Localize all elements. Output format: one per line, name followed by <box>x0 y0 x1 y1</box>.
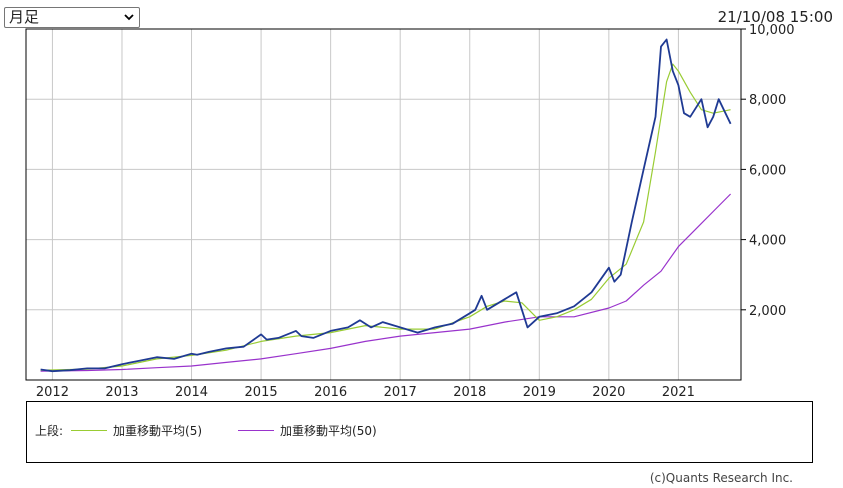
plot-frame <box>25 28 742 381</box>
x-tick-label: 2012 <box>36 385 69 400</box>
timestamp: 21/10/08 15:00 <box>717 8 833 26</box>
x-tick-label: 2015 <box>245 385 278 400</box>
y-tick-label: 4,000 <box>749 234 786 249</box>
y-tick-label: 6,000 <box>749 163 786 178</box>
y-tick-label: 10,000 <box>749 23 795 38</box>
legend-swatch-ma50 <box>238 430 275 431</box>
legend-prefix: 上段: <box>35 424 64 438</box>
chart-axes: 2012 2013 2014 2015 2016 2017 2018 2019 2020 2021… <box>25 23 795 400</box>
series-line-price <box>40 38 732 373</box>
x-tick-label: 2013 <box>105 385 138 400</box>
x-tick-label: 2021 <box>662 385 695 400</box>
legend: 上段: 加重移動平均(5) 加重移動平均(50) <box>26 401 813 463</box>
legend-label-ma50: 加重移動平均(50) <box>280 424 377 438</box>
legend-row: 上段: 加重移動平均(5) 加重移動平均(50) <box>35 422 377 439</box>
copyright: (c)Quants Research Inc. <box>649 471 793 485</box>
x-tick-label: 2016 <box>314 385 347 400</box>
series-line-ma5 <box>40 63 731 371</box>
x-tick-label: 2017 <box>384 385 417 400</box>
x-tick-label: 2014 <box>175 385 208 400</box>
legend-label-ma5: 加重移動平均(5) <box>113 424 203 438</box>
x-tick-label: 2018 <box>453 385 486 400</box>
price-chart: 2012 2013 2014 2015 2016 2017 2018 2019 2020 2021… <box>25 23 795 400</box>
chevron-down-icon <box>124 14 134 21</box>
series-line-ma50 <box>40 193 732 372</box>
chart-series <box>40 38 732 373</box>
legend-swatch-ma5 <box>71 430 108 431</box>
period-select-value: 月足 <box>9 8 40 26</box>
x-tick-label: 2019 <box>523 385 556 400</box>
y-tick-label: 8,000 <box>749 93 786 108</box>
x-tick-label: 2020 <box>592 385 625 400</box>
y-tick-label: 2,000 <box>749 304 786 319</box>
chart-grid <box>26 28 741 380</box>
period-select[interactable]: 月足 <box>4 7 140 28</box>
